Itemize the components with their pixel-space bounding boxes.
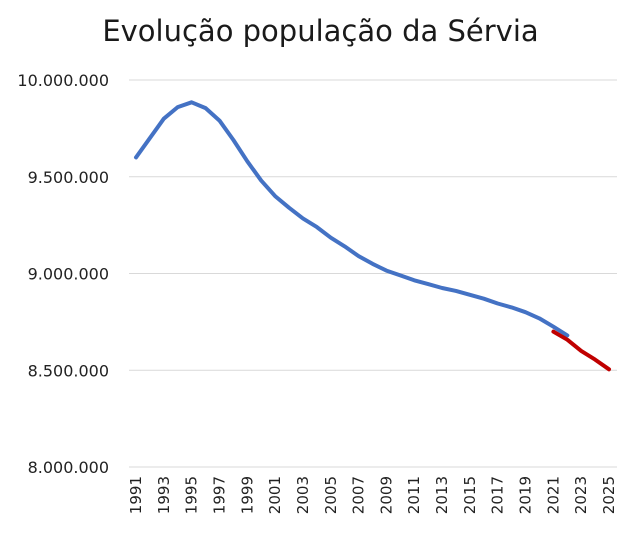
x-tick-label: 2017 (489, 476, 507, 514)
x-tick-label: 2009 (377, 476, 395, 514)
series-line-1 (134, 100, 570, 338)
y-tick-label: 8.500.000 (28, 361, 109, 380)
y-tick-label: 9.500.000 (28, 168, 109, 187)
x-tick-label: 2023 (572, 476, 590, 514)
x-tick-label: 1997 (210, 476, 228, 514)
y-tick-label: 9.000.000 (28, 265, 109, 284)
chart-title: Evolução população da Sérvia (102, 14, 539, 48)
x-tick-label: 2007 (350, 476, 368, 514)
x-tick-label: 2021 (544, 476, 562, 514)
x-tick-label: 2019 (517, 476, 535, 514)
x-tick-label: 1993 (155, 476, 173, 514)
x-tick-label: 2003 (294, 476, 312, 514)
x-tick-label: 1999 (238, 476, 256, 514)
y-tick-label: 8.000.000 (28, 458, 109, 477)
x-tick-label: 1991 (127, 476, 145, 514)
x-tick-label: 1995 (183, 476, 201, 514)
x-tick-label: 2011 (405, 476, 423, 514)
x-tick-label: 2005 (322, 476, 340, 514)
x-tick-label: 2013 (433, 476, 451, 514)
y-tick-label: 10.000.000 (17, 71, 109, 90)
x-tick-label: 2015 (461, 476, 479, 514)
x-tick-label: 2001 (266, 476, 284, 514)
x-tick-label: 2025 (600, 476, 618, 514)
series-line-2 (551, 329, 611, 372)
